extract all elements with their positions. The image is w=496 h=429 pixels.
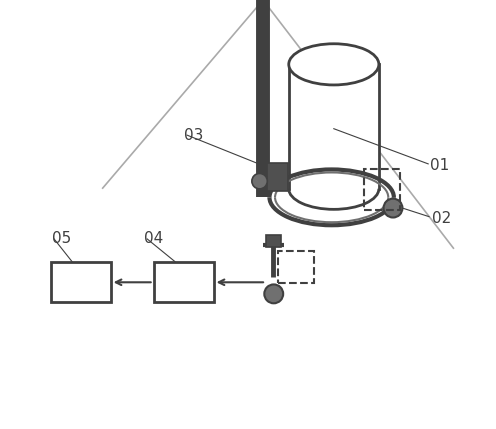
Text: 04: 04 (144, 231, 164, 245)
Bar (154, 262, 214, 302)
Text: 01: 01 (431, 158, 449, 172)
Circle shape (383, 199, 402, 218)
Bar (278, 251, 314, 283)
Text: 05: 05 (52, 231, 71, 245)
Ellipse shape (289, 44, 379, 85)
Text: 02: 02 (432, 211, 451, 226)
Bar (265, 235, 281, 247)
Bar (289, 64, 379, 189)
Text: 03: 03 (184, 128, 203, 142)
Bar (364, 169, 400, 210)
Bar (267, 163, 288, 191)
Bar (51, 262, 111, 302)
Ellipse shape (289, 168, 379, 209)
Circle shape (252, 173, 267, 189)
Circle shape (264, 284, 283, 303)
